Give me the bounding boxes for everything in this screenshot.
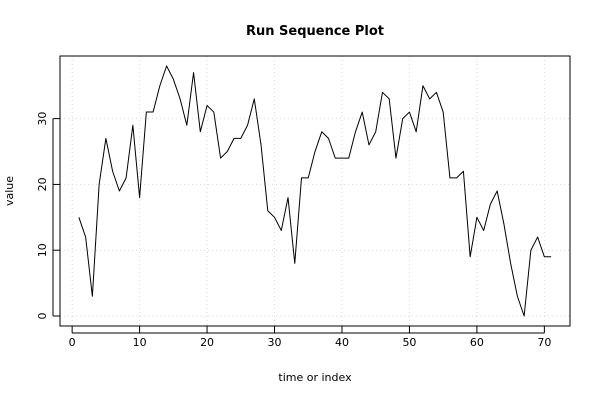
grid-lines [60, 56, 570, 326]
y-axis-label: value [3, 176, 16, 206]
x-tick-label: 0 [69, 336, 76, 349]
x-tick-label: 60 [470, 336, 484, 349]
y-tick-label: 10 [36, 243, 49, 257]
x-tick-label: 30 [268, 336, 282, 349]
chart-title: Run Sequence Plot [246, 24, 384, 39]
series-line [78, 65, 552, 317]
series-layer [78, 65, 552, 317]
plot-frame [59, 55, 571, 327]
axes: 0 10 20 30 40 50 60 70 0 10 20 30 [36, 112, 551, 349]
y-tick-label: 30 [36, 112, 49, 126]
x-axis-label: time or index [278, 371, 352, 384]
y-tick-label: 0 [36, 313, 49, 320]
x-tick-label: 40 [335, 336, 349, 349]
x-tick-label: 50 [402, 336, 416, 349]
y-tick-label: 20 [36, 177, 49, 191]
x-tick-label: 70 [537, 336, 551, 349]
x-tick-label: 10 [133, 336, 147, 349]
x-tick-label: 20 [200, 336, 214, 349]
